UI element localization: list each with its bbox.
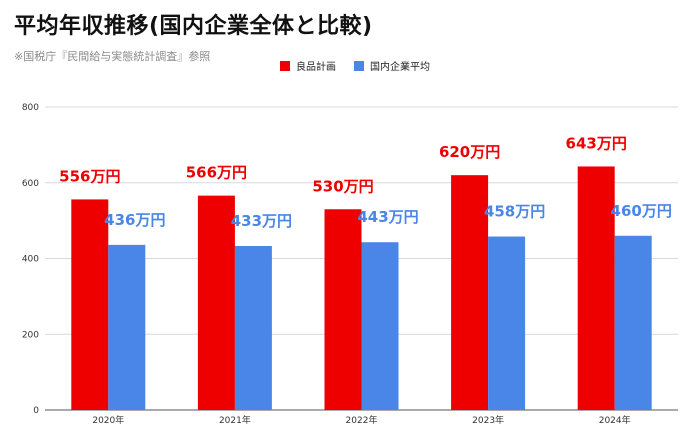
data-label: 643万円 (566, 134, 627, 152)
chart-subtitle: ※国税庁『民間給与実態統計調査』参照 (14, 50, 211, 63)
bar-average (234, 246, 272, 410)
legend-label-average: 国内企業平均 (370, 62, 430, 73)
legend-swatch-ryohin (280, 60, 290, 71)
bar-average (108, 244, 146, 410)
bar-average (361, 242, 399, 410)
bar-ryohin (197, 195, 235, 410)
x-tick-label: 2021年 (219, 414, 251, 426)
y-tick-label: 0 (33, 406, 39, 416)
data-label: 433万円 (231, 212, 292, 230)
data-label: 566万円 (186, 164, 247, 182)
y-tick-label: 200 (22, 330, 39, 340)
bar-ryohin (451, 175, 489, 410)
data-label: 436万円 (104, 211, 165, 229)
bar-average (614, 235, 652, 410)
legend-label-ryohin: 良品計画 (296, 62, 336, 73)
data-label: 458万円 (484, 203, 545, 221)
x-tick-label: 2024年 (599, 414, 631, 426)
chart-title: 平均年収推移(国内企業全体と比較) (14, 14, 373, 39)
y-tick-label: 800 (22, 103, 39, 113)
x-tick-label: 2022年 (346, 414, 378, 426)
legend-item-ryohin: 良品計画 (280, 58, 336, 73)
y-tick-label: 600 (22, 179, 39, 189)
data-label: 556万円 (59, 167, 120, 185)
bar-ryohin (324, 209, 362, 410)
bar-average (488, 236, 526, 410)
x-tick-label: 2023年 (472, 414, 504, 426)
data-label: 460万円 (611, 202, 672, 220)
data-label: 620万円 (439, 143, 500, 161)
legend-item-average: 国内企業平均 (354, 58, 430, 73)
legend-swatch-average (354, 60, 364, 71)
bar-ryohin (577, 166, 615, 410)
x-tick-label: 2020年 (92, 414, 124, 426)
y-tick-label: 400 (22, 255, 39, 265)
bar-ryohin (71, 199, 109, 410)
data-label: 530万円 (312, 177, 373, 195)
data-label: 443万円 (357, 208, 418, 226)
chart-legend: 良品計画 国内企業平均 (280, 58, 430, 73)
